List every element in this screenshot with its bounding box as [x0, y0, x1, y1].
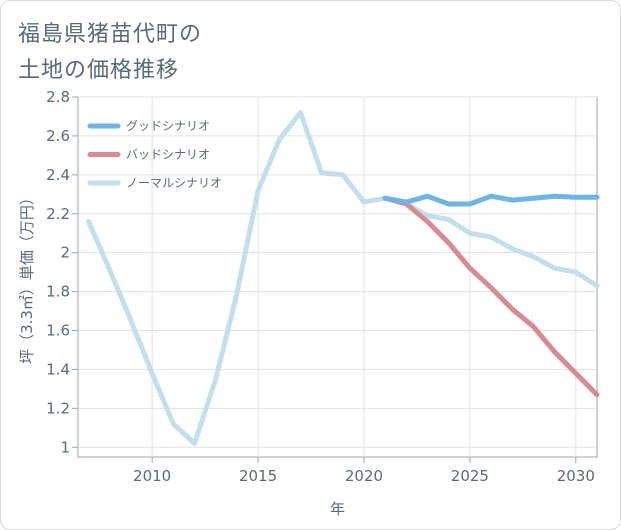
x-tick-label: 2020	[345, 467, 383, 485]
x-tick-label: 2010	[133, 467, 171, 485]
legend-label-2: ノーマルシナリオ	[126, 176, 222, 190]
chart-title: 福島県猪苗代町の 土地の価格推移	[18, 17, 202, 89]
legend-label-0: グッドシナリオ	[126, 119, 210, 133]
x-tick-label: 2030	[557, 467, 595, 485]
x-axis-label: 年	[330, 500, 345, 518]
y-tick-label: 2.2	[46, 205, 70, 223]
y-tick-label: 1.8	[46, 283, 70, 301]
series-line-0	[382, 193, 600, 207]
y-tick-label: 1.4	[46, 360, 70, 378]
legend-label-1: バッドシナリオ	[126, 148, 210, 162]
y-tick-label: 1.2	[46, 399, 70, 417]
x-axis-ticks: 2010 2015 2020 2025 2030	[133, 457, 595, 485]
series-line-1	[382, 195, 600, 398]
y-axis-label: 坪（3.3㎡）単価（万円）	[18, 190, 36, 364]
chart-title-line2: 土地の価格推移	[18, 58, 180, 83]
y-axis-ticks: 1 1.2 1.4 1.6 1.8 2 2.2 2.4 2.6 2.8	[46, 88, 78, 456]
series-line-2	[86, 110, 600, 446]
y-tick-label: 2	[60, 244, 70, 262]
x-tick-label: 2015	[239, 467, 277, 485]
y-tick-label: 1.6	[46, 322, 70, 340]
series-lines	[86, 110, 600, 446]
chart-title-line1: 福島県猪苗代町の	[18, 22, 203, 47]
y-tick-label: 2.6	[46, 127, 70, 145]
grid-lines	[78, 96, 597, 457]
x-tick-label: 2025	[451, 467, 489, 485]
y-tick-label: 1	[60, 438, 70, 456]
y-tick-label: 2.4	[46, 166, 70, 184]
y-tick-label: 2.8	[46, 88, 70, 106]
